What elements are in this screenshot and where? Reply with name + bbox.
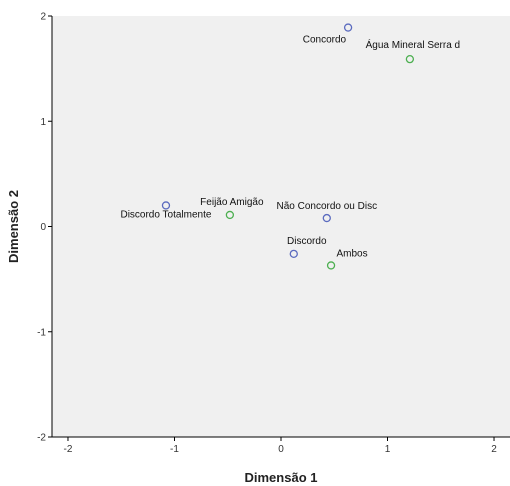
- data-point: [405, 55, 415, 64]
- y-tick-label: 2: [40, 12, 46, 23]
- y-tick-label: -1: [37, 327, 46, 338]
- data-point: [326, 261, 336, 270]
- x-axis-title: Dimensão 1: [245, 470, 318, 485]
- y-tick-label: -2: [37, 433, 46, 444]
- x-tick-label: -1: [170, 444, 179, 455]
- x-tick-label: -2: [64, 444, 73, 455]
- data-point: [161, 201, 171, 210]
- x-tick-label: 0: [278, 444, 284, 455]
- y-tick-label: 1: [40, 117, 46, 128]
- point-label: Feijão Amigão: [200, 197, 264, 208]
- point-label: Ambos: [336, 248, 367, 259]
- x-tick-label: 2: [491, 444, 497, 455]
- point-label: Discordo Totalmente: [120, 209, 211, 220]
- point-label: Concordo: [303, 35, 347, 46]
- data-point: [289, 249, 298, 259]
- y-tick-label: 0: [40, 222, 46, 233]
- x-tick-label: 1: [385, 444, 391, 455]
- y-axis-title: Dimensão 2: [6, 190, 21, 263]
- point-label: Não Concordo ou Disc: [276, 201, 377, 212]
- data-point: [343, 23, 353, 32]
- data-point: [322, 213, 331, 223]
- point-label: Água Mineral Serra d: [366, 38, 461, 51]
- data-point: [225, 210, 235, 220]
- point-label: Discordo: [287, 236, 327, 247]
- plot-area: [52, 16, 510, 437]
